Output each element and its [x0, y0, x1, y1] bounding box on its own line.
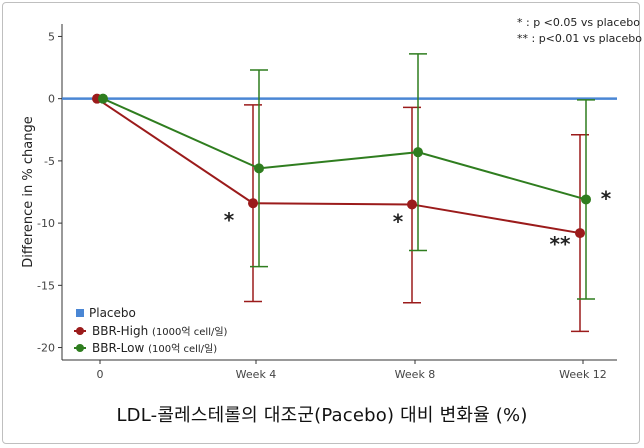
y-axis-label: Difference in % change: [21, 116, 36, 267]
bbr-low-point: [254, 163, 264, 174]
bbr-low-line: [102, 97, 587, 201]
legend-bbr-high-label: BBR-High (1000억 cell/일): [92, 324, 228, 338]
significance-star: *: [393, 209, 404, 233]
y-tick-label: -10: [37, 217, 55, 230]
y-tick-label: 0: [48, 93, 55, 106]
bbr-high-point: [407, 199, 417, 210]
legend-bbr-high-note: (1000억 cell/일): [152, 326, 228, 338]
legend-bbr-low-note: (100억 cell/일): [148, 343, 217, 355]
bbr-low-point: [581, 194, 591, 205]
bbr-low-point: [98, 93, 108, 104]
bbr-high-line: [96, 97, 581, 235]
x-tick-label: 0: [97, 368, 104, 381]
legend-placebo-label: Placebo: [89, 306, 136, 320]
legend-bbr-low-swatch: [76, 344, 84, 352]
y-tick-label: -15: [37, 279, 55, 292]
x-tick-label: Week 8: [395, 368, 436, 381]
x-tick-label: Week 4: [236, 368, 277, 381]
y-tick-label: -5: [44, 155, 55, 168]
x-tick-label: Week 12: [559, 368, 607, 381]
chart-caption: LDL-콜레스테롤의 대조군(Pacebo) 대비 변화율 (%): [116, 405, 528, 426]
legend-bbr-high-name: BBR-High: [92, 324, 152, 338]
y-tick-label: 5: [48, 30, 55, 43]
legend-bbr-low-name: BBR-Low: [92, 341, 148, 355]
bbr-low-point: [413, 147, 423, 158]
significance-star: *: [601, 186, 612, 210]
significance-star: *: [224, 208, 235, 232]
bbr-high-point: [575, 228, 585, 239]
significance-star: **: [550, 232, 571, 256]
chart-frame: [2, 2, 640, 444]
significance-note: * : p <0.05 vs placebo: [517, 16, 640, 29]
significance-note: ** : p<0.01 vs placebo: [517, 32, 642, 45]
y-tick-label: -20: [37, 342, 55, 355]
bbr-high-point: [248, 198, 258, 209]
legend-bbr-high-swatch: [76, 327, 84, 335]
legend-bbr-low-label: BBR-Low (100억 cell/일): [92, 341, 217, 355]
legend-placebo-swatch: [76, 309, 84, 317]
